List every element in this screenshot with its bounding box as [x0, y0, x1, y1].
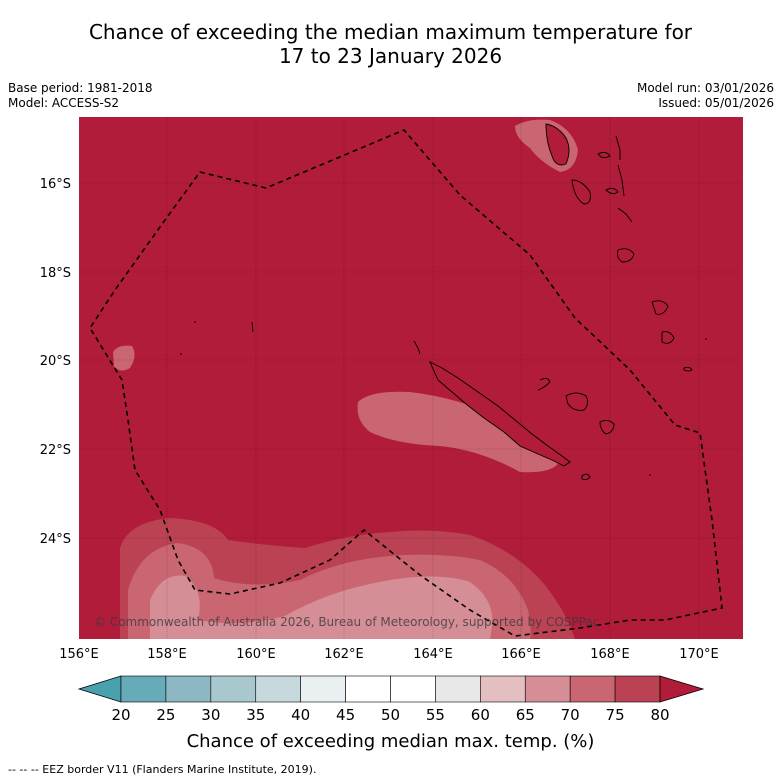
issued-text: Issued: 05/01/2026	[658, 96, 774, 110]
map-gridlines	[79, 117, 743, 639]
lat-tick-label: 16°S	[40, 177, 71, 192]
ambrym	[605, 187, 619, 195]
eez-border	[89, 129, 723, 637]
pentecost	[617, 164, 625, 197]
colorbar-tick-label: 60	[471, 706, 490, 724]
copyright-text: © Commonwealth of Australia 2026, Bureau…	[94, 615, 599, 629]
colorbar-high-extend	[659, 675, 705, 703]
ouvea-island	[537, 377, 551, 391]
colorbar-tick-label: 50	[381, 706, 400, 724]
colorbar-tick-label: 25	[156, 706, 175, 724]
shade-west-patch	[113, 345, 135, 371]
colorbar-segment	[345, 675, 391, 703]
lon-tick-label: 166°E	[501, 647, 541, 662]
small-reef-1	[251, 321, 254, 333]
lon-tick-label: 158°E	[147, 647, 187, 662]
lat-tick-label: 22°S	[40, 443, 71, 458]
isle-of-pines	[581, 473, 591, 481]
colorbar-segment	[165, 675, 212, 703]
small-islet-3	[705, 338, 707, 340]
maewo	[615, 135, 621, 160]
colorbar	[77, 675, 705, 703]
espiritu-santo	[545, 123, 570, 166]
erromango	[651, 300, 669, 315]
ambae	[597, 151, 611, 159]
small-islet-1	[194, 321, 196, 323]
colorbar-tick-label: 40	[291, 706, 310, 724]
colorbar-segment	[435, 675, 481, 703]
belep-islands	[413, 340, 421, 355]
colorbar-segment	[390, 675, 436, 703]
colorbar-segment	[480, 675, 526, 703]
lon-tick-label: 164°E	[413, 647, 453, 662]
epi-shepherd	[617, 207, 633, 223]
colorbar-tick-label: 20	[111, 706, 130, 724]
colorbar-tick-label: 55	[426, 706, 445, 724]
tanna	[661, 331, 675, 344]
colorbar-segment	[255, 675, 301, 703]
lon-tick-label: 160°E	[236, 647, 276, 662]
colorbar-segment	[210, 675, 257, 703]
aneityum	[683, 366, 693, 372]
colorbar-segment	[614, 675, 661, 703]
lat-tick-label: 18°S	[40, 266, 71, 281]
lifou-island	[565, 392, 589, 411]
colorbar-label: Chance of exceeding median max. temp. (%…	[186, 731, 595, 752]
colorbar-tick-label: 30	[201, 706, 220, 724]
eez-legend-footer: -- -- -- EEZ border V11 (Flanders Marine…	[8, 763, 317, 776]
small-islet-4	[649, 474, 651, 476]
shade-loyalty-region	[357, 391, 560, 473]
colorbar-segment	[524, 675, 571, 703]
new-caledonia-mainland	[429, 361, 571, 467]
chart-title-line1: Chance of exceeding the median maximum t…	[88, 20, 693, 44]
colorbar-tick-label: 80	[650, 706, 669, 724]
colorbar-segment	[569, 675, 616, 703]
colorbar-tick-label: 65	[516, 706, 535, 724]
lon-tick-label: 170°E	[679, 647, 719, 662]
colorbar-segment	[120, 675, 167, 703]
chart-title-line2: 17 to 23 January 2026	[278, 44, 503, 68]
colorbar-segment	[300, 675, 346, 703]
mare-island	[599, 419, 615, 435]
colorbar-tick-label: 45	[336, 706, 355, 724]
colorbar-tick-label: 75	[606, 706, 625, 724]
lat-tick-label: 20°S	[40, 354, 71, 369]
lat-tick-label: 24°S	[40, 532, 71, 547]
lon-tick-label: 162°E	[324, 647, 364, 662]
malekula	[571, 179, 591, 205]
model-text: Model: ACCESS-S2	[8, 96, 120, 110]
colorbar-tick-label: 70	[561, 706, 580, 724]
model-run-text: Model run: 03/01/2026	[636, 81, 774, 95]
colorbar-low-extend	[77, 675, 122, 703]
base-period-text: Base period: 1981-2018	[8, 81, 153, 95]
small-islet-2	[180, 353, 182, 355]
lon-tick-label: 156°E	[59, 647, 99, 662]
efate	[617, 248, 635, 263]
shade-band-65-south	[150, 575, 493, 639]
colorbar-tick-label: 35	[246, 706, 265, 724]
lon-tick-label: 168°E	[590, 647, 630, 662]
